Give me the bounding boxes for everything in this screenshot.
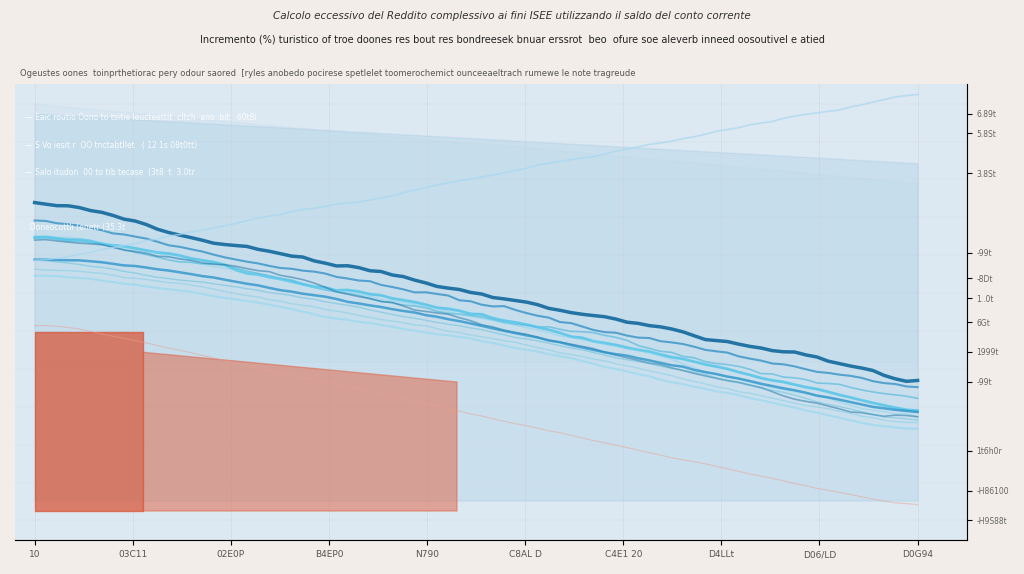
- Text: — Eaic routio Oono to tsitie leucteettit  cltch  ano  bit:  60t8i: — Eaic routio Oono to tsitie leucteettit…: [25, 114, 256, 122]
- Text: Incremento (%) turistico of troe doones res bout res bondreesek bnuar erssrot  b: Incremento (%) turistico of troe doones …: [200, 34, 824, 44]
- Text: Calcolo eccessivo del Reddito complessivo ai fini ISEE utilizzando il saldo del : Calcolo eccessivo del Reddito complessiv…: [273, 11, 751, 21]
- Text: Doneocottli (enetr (35.3t: Doneocottli (enetr (35.3t: [25, 223, 125, 232]
- Text: Ogeustes oones  toinprthetiorac pery odour saored  [ryles anobedo pocirese spetl: Ogeustes oones toinprthetiorac pery odou…: [20, 69, 636, 78]
- Text: — S Vo iesit r  OO tnctabtllet   ( 12.1s 08t0tt): — S Vo iesit r OO tnctabtllet ( 12.1s 08…: [25, 141, 197, 150]
- Text: — Salo itudon  00 to tib tecase  (3t8  t  3.0tr: — Salo itudon 00 to tib tecase (3t8 t 3.…: [25, 168, 195, 177]
